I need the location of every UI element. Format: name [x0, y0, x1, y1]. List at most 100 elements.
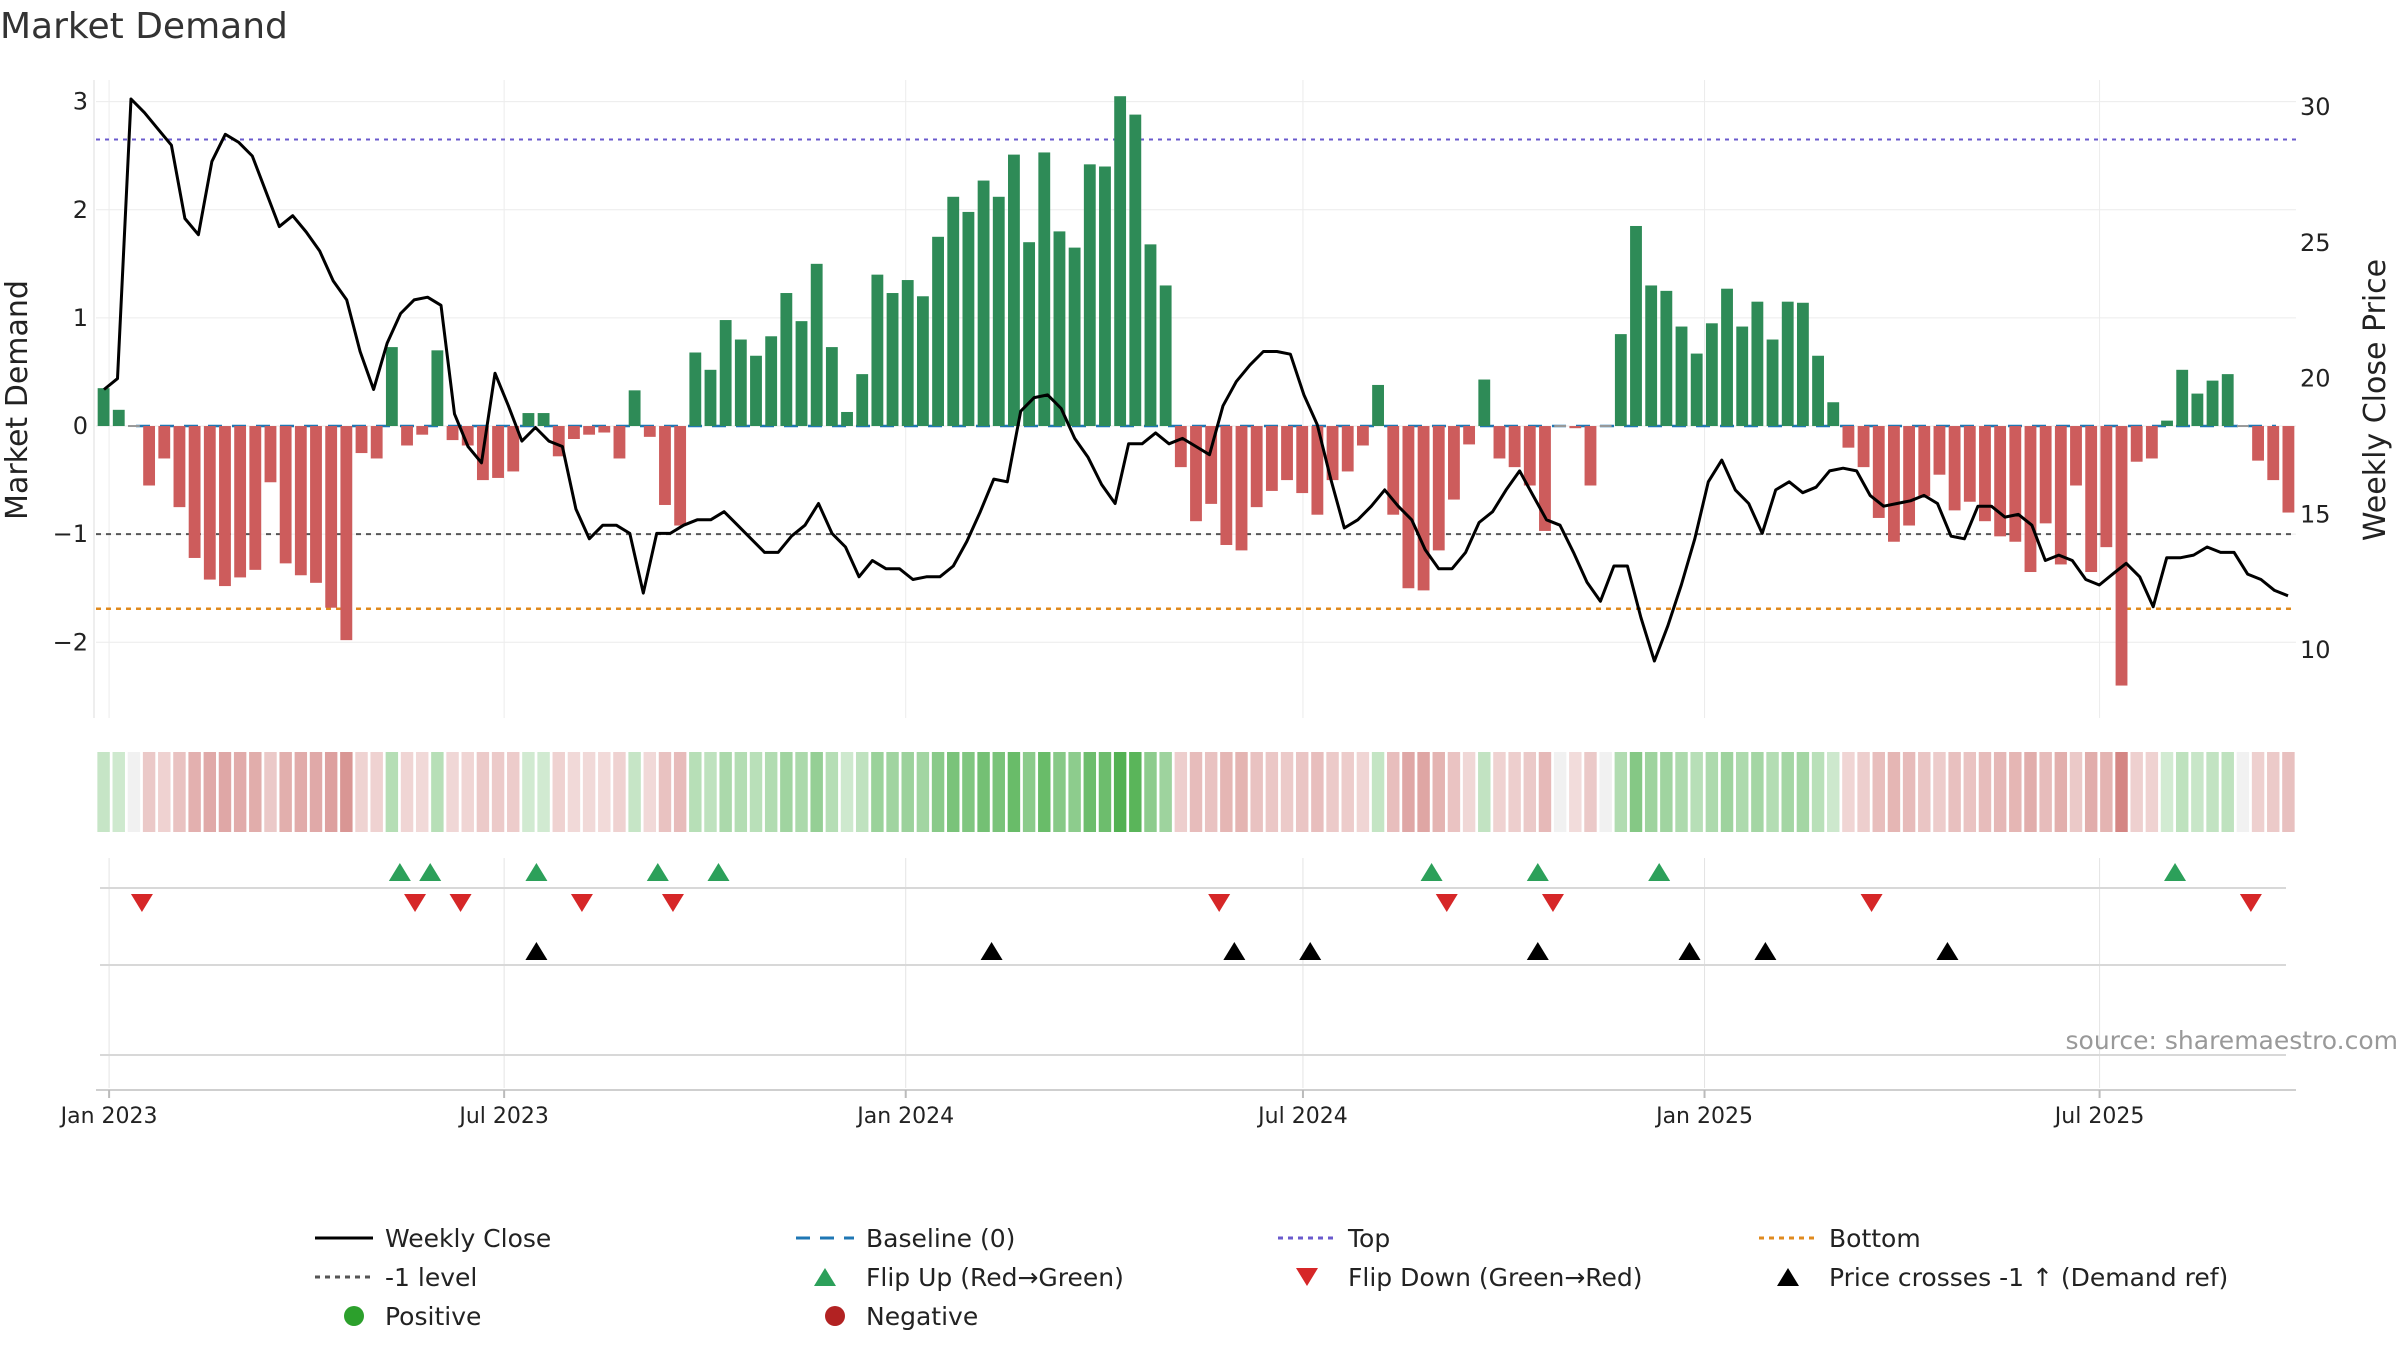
demand-bar-negative [1281, 426, 1293, 481]
right-tick-label: 10 [2300, 636, 2331, 664]
demand-bar-negative [249, 426, 262, 570]
heat-cell [1553, 752, 1567, 832]
heat-cell [886, 752, 899, 832]
demand-bar-negative [1963, 426, 1976, 502]
demand-bar-positive [385, 347, 398, 427]
heat-cell [142, 752, 156, 832]
heat-cell [2221, 752, 2234, 832]
legend-swatch [1296, 1268, 1318, 1286]
heat-cell [522, 752, 535, 832]
heat-cell [1644, 752, 1658, 832]
demand-bar-positive [1478, 379, 1491, 427]
demand-bar-positive [1144, 244, 1157, 427]
heat-cell [1811, 752, 1825, 832]
demand-bar-negative [2282, 426, 2295, 513]
demand-bar-positive [1083, 164, 1096, 427]
heat-cell [2236, 752, 2250, 832]
heat-cell [264, 752, 277, 832]
demand-bar-positive [734, 339, 747, 427]
heat-cell [2267, 752, 2280, 832]
demand-bar-positive [1827, 402, 1840, 427]
demand-bar-negative [507, 426, 520, 472]
heat-cell [2100, 752, 2113, 832]
heat-cell [294, 752, 308, 832]
demand-bar-positive [765, 336, 778, 427]
legend-label: Price crosses -1 ↑ (Demand ref) [1829, 1263, 2228, 1292]
legend-swatch [814, 1268, 836, 1286]
left-tick-label: −2 [53, 628, 88, 656]
demand-bar-negative [1356, 426, 1369, 446]
demand-bar-positive [1812, 355, 1824, 427]
heat-cell [1341, 752, 1354, 832]
flip-up-marker [646, 863, 669, 881]
demand-bar-negative [1918, 426, 1931, 497]
demand-bar-negative [446, 426, 459, 441]
heat-cell [415, 752, 429, 832]
flip-down-marker [570, 894, 593, 912]
heat-cell [1781, 752, 1794, 832]
demand-bar-negative [203, 426, 216, 580]
heat-cell [1720, 752, 1734, 832]
heat-cell [1447, 752, 1461, 832]
heat-cell [567, 752, 581, 832]
heat-cell [840, 752, 854, 832]
demand-bar-negative [2009, 426, 2022, 542]
demand-bar-negative [1948, 426, 1961, 511]
heat-cell [1159, 752, 1172, 832]
demand-bar-positive [825, 347, 838, 427]
demand-bar-positive [2176, 369, 2189, 427]
demand-bar-positive [1721, 288, 1733, 427]
demand-bar-negative [461, 426, 474, 446]
demand-bar-negative [1387, 426, 1400, 515]
right-axis-ticks: 10 15 20 25 30 [2300, 93, 2331, 664]
heat-cell [188, 752, 201, 832]
heat-cell [795, 752, 808, 832]
heat-cell [1235, 752, 1248, 832]
demand-bar-negative [1842, 426, 1855, 448]
heat-cell [1796, 752, 1810, 832]
demand-bar-negative [158, 426, 171, 459]
demand-bar-positive [1614, 334, 1627, 427]
demand-bar-positive [992, 196, 1005, 427]
flip-down-marker [1541, 894, 1564, 912]
demand-bar-positive [2191, 393, 2204, 427]
heat-cell [719, 752, 732, 832]
heat-cell [1113, 752, 1127, 832]
heat-cell [992, 752, 1005, 832]
heat-cell [1569, 752, 1582, 832]
demand-bar-positive [1690, 353, 1703, 427]
heat-cell [203, 752, 217, 832]
demand-bar-positive [2206, 380, 2219, 427]
price-cross-marker [1678, 942, 1701, 960]
demand-bar-positive [1129, 114, 1142, 427]
demand-bar-negative [1174, 426, 1187, 468]
flip-up-marker [419, 863, 442, 881]
left-axis-title: Market Demand [0, 280, 35, 520]
demand-bar-negative [552, 426, 565, 457]
demand-bar-zero [128, 425, 140, 428]
flip-up-marker [1648, 863, 1671, 881]
heat-cell [689, 752, 702, 832]
heat-cell [1735, 752, 1749, 832]
heat-cell [1053, 752, 1066, 832]
heat-cell [1690, 752, 1703, 832]
heat-cell [1189, 752, 1203, 832]
heat-cell [1038, 752, 1051, 832]
demand-bar-negative [2054, 426, 2067, 565]
left-tick-label: 1 [73, 304, 88, 332]
right-axis-title: Weekly Close Price [2358, 259, 2393, 541]
demand-bar-positive [871, 274, 884, 427]
heat-cell [613, 752, 626, 832]
heat-cell [1220, 752, 1233, 832]
demand-bar-positive [901, 280, 914, 427]
heat-cell [385, 752, 399, 832]
flip-up-marker [525, 863, 548, 881]
demand-bar-positive [916, 296, 929, 427]
demand-bar-negative [1994, 426, 2007, 537]
price-cross-marker [1936, 942, 1959, 960]
weekly-close-line [103, 97, 2289, 663]
x-tick-label: Jan 2024 [855, 1104, 954, 1129]
demand-bar-positive [537, 413, 550, 427]
demand-bar-positive [1675, 326, 1688, 427]
heat-cell [2206, 752, 2219, 832]
